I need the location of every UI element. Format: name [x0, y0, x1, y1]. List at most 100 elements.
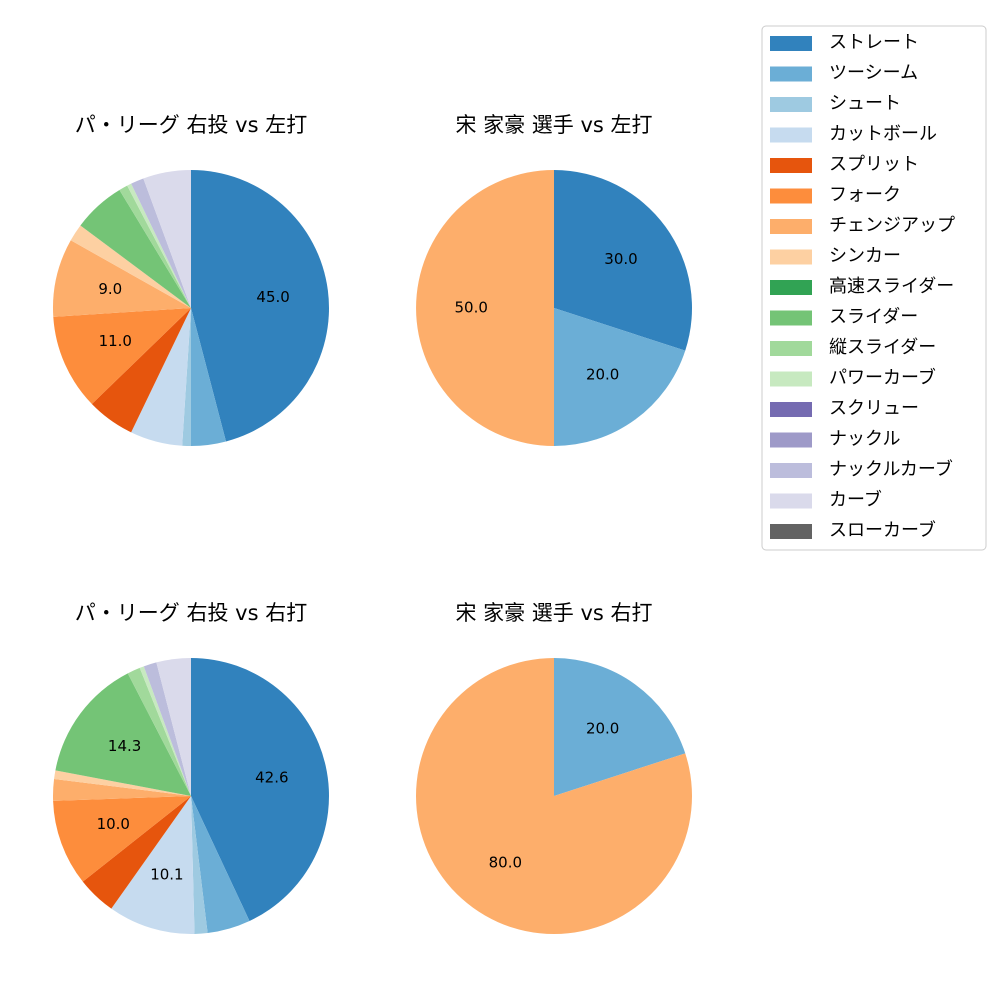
legend-swatch: [770, 341, 812, 356]
pie-slice: [53, 778, 191, 801]
legend-item: チェンジアップ: [770, 215, 955, 236]
pie-slice: [182, 308, 191, 446]
chart-title: パ・リーグ 右投 vs 右打: [75, 601, 307, 625]
legend-label: スプリット: [829, 154, 919, 175]
legend-swatch: [770, 249, 812, 265]
legend-swatch: [770, 188, 812, 204]
legend-swatch: [770, 371, 812, 387]
legend-item: 高速スライダー: [770, 276, 954, 297]
slice-label: 10.1: [150, 866, 183, 884]
legend-label: カーブ: [829, 489, 882, 511]
pie-chart-2: 宋 家豪 選手 vs 左打 30.0 20.0 50.0: [416, 113, 692, 446]
pie-slice: [91, 308, 191, 433]
pie-slice: [191, 308, 227, 446]
pie-slice: [53, 796, 192, 882]
legend-label: スローカーブ: [829, 519, 936, 541]
slice-label: 14.3: [108, 737, 141, 755]
pie-slice: [191, 170, 329, 442]
pie-slice: [80, 189, 191, 308]
legend-item: スプリット: [770, 154, 919, 175]
legend-item: シンカー: [770, 246, 901, 267]
slice-label: 45.0: [256, 288, 289, 306]
pie-slice: [127, 183, 191, 308]
chart-title: 宋 家豪 選手 vs 左打: [455, 113, 652, 137]
legend-label: ナックルカーブ: [829, 458, 953, 480]
legend-frame: [761, 25, 987, 551]
slice-label: 10.0: [97, 815, 130, 833]
pie-slice: [53, 308, 191, 405]
legend-label: フォーク: [829, 185, 901, 206]
legend-label: チェンジアップ: [829, 215, 955, 236]
pie-chart-3: パ・リーグ 右投 vs 右打 42.6 10.1 10.0 14.3: [53, 601, 330, 934]
pie-slice: [82, 796, 191, 909]
legend-item: ナックル: [770, 429, 900, 450]
legend-label: ツーシーム: [829, 63, 918, 84]
legend-swatch: [770, 219, 812, 234]
slice-label: 42.6: [255, 769, 288, 787]
chart-title: 宋 家豪 選手 vs 右打: [455, 601, 652, 625]
legend-swatch: [770, 158, 812, 173]
legend-item: シュート: [770, 93, 901, 114]
slice-label: 30.0: [604, 250, 637, 268]
legend-swatch: [770, 310, 812, 326]
legend-item: ナックルカーブ: [770, 458, 953, 480]
slice-label: 11.0: [99, 332, 132, 350]
legend-item: 縦スライダー: [770, 337, 936, 358]
pie-slice: [70, 225, 191, 308]
legend-swatch: [770, 280, 812, 295]
pie-slice: [416, 658, 692, 934]
legend-swatch: [770, 493, 812, 509]
legend-label: シュート: [829, 93, 901, 114]
legend-label: ナックル: [829, 429, 900, 450]
legend-item: スライダー: [770, 307, 918, 328]
legend-label: パワーカーブ: [829, 367, 936, 389]
legend-item: カットボール: [770, 124, 937, 145]
pie-slice: [554, 170, 692, 351]
legend-label: ストレート: [829, 32, 919, 53]
pie-slice: [143, 662, 191, 796]
legend-label: カットボール: [829, 124, 937, 145]
pie-slice: [416, 170, 554, 446]
slice-label: 20.0: [586, 365, 619, 383]
pie-slice: [156, 658, 191, 796]
pie-slice: [111, 796, 195, 934]
chart-title: パ・リーグ 右投 vs 左打: [75, 113, 307, 137]
legend-label: シンカー: [829, 246, 901, 267]
legend-swatch: [770, 127, 812, 143]
pie-slice: [191, 796, 208, 934]
pie-slice: [554, 308, 686, 446]
legend-item: ツーシーム: [770, 63, 918, 84]
legend-swatch: [770, 66, 812, 82]
slice-label: 20.0: [586, 720, 619, 738]
pie-slice: [119, 185, 191, 308]
pie-chart-1: パ・リーグ 右投 vs 左打 45.0 11.0 9.0: [53, 113, 329, 446]
legend-item: カーブ: [770, 489, 882, 511]
pie-slice: [143, 170, 191, 308]
legend-label: 高速スライダー: [829, 276, 954, 297]
pie-slice: [53, 240, 191, 317]
pie-chart-4: 宋 家豪 選手 vs 右打 20.0 80.0: [416, 601, 692, 934]
legend-item: スクリュー: [770, 398, 919, 419]
slice-label: 9.0: [98, 280, 122, 298]
legend-item: スローカーブ: [770, 519, 936, 541]
legend-swatch: [770, 97, 812, 112]
pie-slice: [131, 308, 191, 446]
legend-swatch: [770, 36, 812, 51]
legend-item: ストレート: [770, 32, 919, 53]
legend-item: パワーカーブ: [770, 367, 936, 389]
legend-swatch: [770, 524, 812, 539]
pie-slice: [131, 178, 191, 308]
legend: ストレートツーシームシュートカットボールスプリットフォークチェンジアップシンカー…: [761, 25, 987, 551]
pie-slice: [191, 796, 250, 933]
slice-label: 80.0: [489, 853, 522, 871]
pie-slice: [139, 666, 191, 796]
legend-swatch: [770, 463, 812, 478]
pie-slice: [127, 667, 191, 796]
legend-swatch: [770, 402, 812, 417]
legend-label: スライダー: [829, 307, 918, 328]
legend-label: スクリュー: [829, 398, 919, 419]
pie-slice: [55, 673, 191, 796]
legend-label: 縦スライダー: [829, 337, 936, 358]
slice-label: 50.0: [454, 299, 487, 317]
